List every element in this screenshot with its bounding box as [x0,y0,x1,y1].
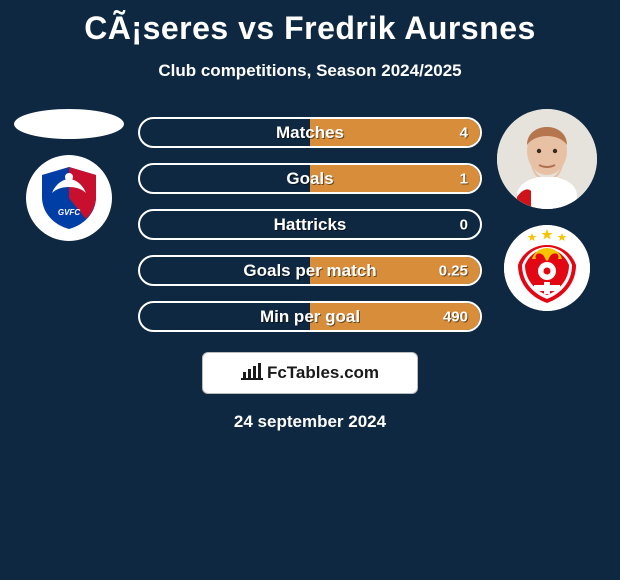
stat-value-right: 490 [443,308,468,325]
stat-label: Goals per match [243,261,376,281]
stat-bar-hattricks: Hattricks 0 [138,209,482,240]
stat-bar-goals: Goals 1 [138,163,482,194]
svg-text:GVFC: GVFC [58,208,80,217]
stat-value-right: 0.25 [439,262,468,279]
stat-bar-goals-per-match: Goals per match 0.25 [138,255,482,286]
player-right-column [492,109,602,311]
player-left-club-logo: GVFC [26,155,112,241]
stat-bar-min-per-goal: Min per goal 490 [138,301,482,332]
stat-value-right: 1 [460,170,468,187]
page-title: CÃ¡seres vs Fredrik Aursnes [0,0,620,47]
player-left-photo [14,109,124,139]
player-right-club-logo [504,225,590,311]
brand-text: FcTables.com [267,363,379,383]
comparison-panel: GVFC [0,117,620,432]
player-right-photo [497,109,597,209]
stat-value-right: 0 [460,216,468,233]
stat-label: Min per goal [260,307,360,327]
player-left-column: GVFC [14,109,124,241]
stats-bars: Matches 4 Goals 1 Hattricks 0 Goals per … [138,117,482,332]
stat-label: Goals [286,169,333,189]
stat-value-right: 4 [460,124,468,141]
stat-label: Hattricks [274,215,347,235]
stat-label: Matches [276,123,344,143]
brand-badge: FcTables.com [202,352,418,394]
bar-fill-right [310,165,480,192]
date-label: 24 september 2024 [0,412,620,432]
chart-icon [241,362,263,385]
stat-bar-matches: Matches 4 [138,117,482,148]
subtitle: Club competitions, Season 2024/2025 [0,61,620,81]
